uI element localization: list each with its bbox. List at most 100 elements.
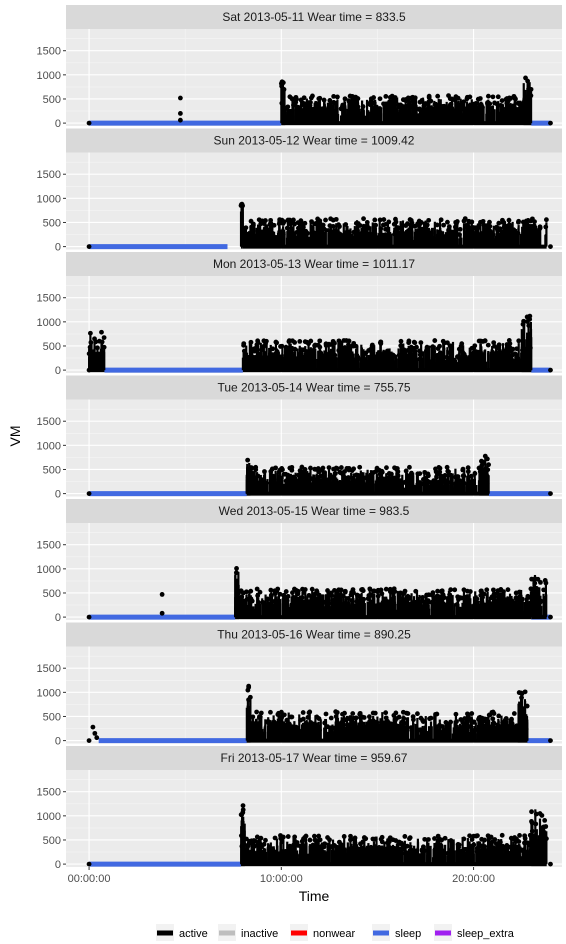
data-point — [269, 593, 274, 598]
data-point — [319, 595, 324, 600]
data-point — [512, 711, 517, 716]
data-point — [448, 587, 453, 592]
data-point — [361, 216, 366, 221]
data-point — [398, 230, 403, 235]
data-point — [398, 103, 403, 108]
data-point — [87, 121, 92, 126]
data-point — [399, 339, 404, 344]
data-point — [240, 599, 245, 604]
data-point — [291, 218, 296, 223]
data-point — [435, 94, 440, 99]
y-tick-label: 0 — [55, 489, 61, 501]
data-point — [420, 595, 425, 600]
data-point — [484, 587, 489, 592]
data-point — [160, 592, 165, 597]
data-point — [516, 338, 521, 343]
data-point — [465, 589, 470, 594]
data-point — [471, 351, 476, 356]
data-point — [434, 469, 439, 474]
data-point — [277, 219, 282, 224]
data-point — [485, 100, 490, 105]
data-point — [418, 340, 423, 345]
data-point — [287, 466, 292, 471]
data-point — [487, 220, 492, 225]
y-tick-label: 1000 — [37, 70, 61, 82]
data-point — [453, 481, 458, 486]
data-point — [324, 712, 329, 717]
data-point — [299, 98, 304, 103]
data-point — [178, 118, 183, 123]
data-point — [496, 588, 501, 593]
data-point — [419, 227, 424, 232]
data-point — [349, 100, 354, 105]
data-point — [458, 227, 463, 232]
data-point — [292, 340, 297, 345]
data-point — [364, 350, 369, 355]
data-point — [548, 244, 553, 249]
data-point — [445, 220, 450, 225]
data-point — [418, 480, 423, 485]
data-point — [317, 96, 322, 101]
data-point — [245, 458, 250, 463]
y-tick-label: 0 — [55, 612, 61, 624]
data-point — [543, 578, 548, 583]
data-point — [264, 481, 269, 486]
data-point — [323, 218, 328, 223]
data-point — [504, 106, 509, 111]
data-point — [239, 594, 244, 599]
data-point — [441, 339, 446, 344]
data-point — [432, 338, 437, 343]
data-point — [490, 233, 495, 238]
data-point — [411, 98, 416, 103]
data-point — [453, 225, 458, 230]
facet-strip-label: Tue 2013-05-14 Wear time = 755.75 — [217, 381, 410, 395]
facet-panels: Sat 2013-05-11 Wear time = 833.505001000… — [37, 5, 562, 871]
data-point — [475, 597, 480, 602]
data-point — [321, 481, 326, 486]
data-point — [287, 339, 292, 344]
data-point — [410, 221, 415, 226]
data-point — [486, 94, 491, 99]
data-point — [416, 222, 421, 227]
y-tick-label: 500 — [43, 711, 61, 723]
data-point — [438, 595, 443, 600]
data-point — [506, 587, 511, 592]
data-point — [435, 589, 440, 594]
data-point — [383, 94, 388, 99]
y-tick-label: 1000 — [37, 193, 61, 205]
data-point — [459, 341, 464, 346]
data-point — [268, 218, 273, 223]
data-point — [461, 99, 466, 104]
data-point — [354, 344, 359, 349]
data-point — [336, 222, 341, 227]
data-point — [178, 96, 183, 101]
data-point — [372, 218, 377, 223]
data-point — [548, 368, 553, 373]
data-point — [328, 342, 333, 347]
data-point — [516, 598, 521, 603]
data-point — [548, 615, 553, 620]
data-point — [344, 466, 349, 471]
facet-panel: Tue 2013-05-14 Wear time = 755.750500100… — [37, 376, 562, 501]
data-point — [479, 102, 484, 107]
data-point — [521, 220, 526, 225]
y-tick-label: 0 — [55, 242, 61, 254]
data-point — [462, 219, 467, 224]
data-point — [355, 228, 360, 233]
data-point — [361, 104, 366, 109]
data-point — [467, 95, 472, 100]
data-point — [370, 343, 375, 348]
data-point — [385, 350, 390, 355]
data-point — [365, 223, 370, 228]
data-point — [300, 587, 305, 592]
data-point — [324, 341, 329, 346]
data-point — [239, 203, 244, 208]
data-point — [483, 227, 488, 232]
data-point — [441, 223, 446, 228]
data-point — [406, 97, 411, 102]
data-point — [479, 588, 484, 593]
data-point — [548, 121, 553, 126]
data-point — [483, 454, 488, 459]
data-point — [490, 94, 495, 99]
